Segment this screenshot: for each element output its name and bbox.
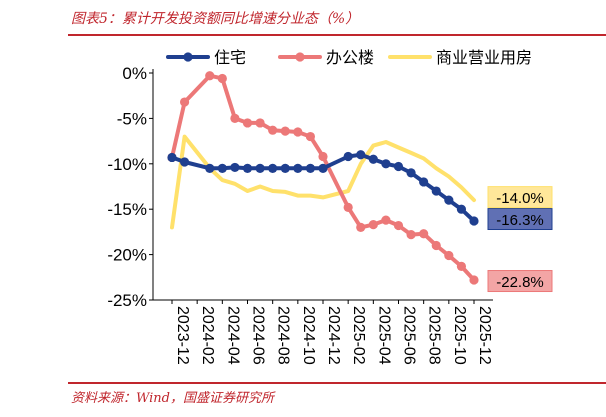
data-point: [255, 118, 265, 128]
end-label-box: [487, 270, 553, 293]
end-label: -22.8%: [496, 274, 544, 291]
title-rule: [68, 34, 606, 36]
data-point: [293, 163, 303, 173]
end-label: -14.0%: [496, 190, 544, 207]
legend-label: 办公楼: [326, 48, 374, 67]
data-point: [406, 230, 416, 240]
data-point: [368, 220, 378, 230]
data-point: [217, 73, 227, 84]
data-point: [456, 261, 467, 272]
source-rule: [68, 382, 606, 384]
data-point: [305, 131, 316, 142]
x-tick-label: 2024-12: [325, 306, 342, 365]
data-point: [381, 215, 391, 225]
data-point: [268, 125, 278, 135]
data-point: [242, 118, 253, 128]
data-point: [419, 177, 429, 187]
legend-label: 商业营业用房: [436, 48, 532, 67]
y-tick-label: -20%: [107, 246, 147, 265]
data-point: [406, 168, 416, 178]
y-tick-label: -25%: [107, 291, 147, 310]
x-tick-label: 2024-10: [300, 306, 317, 365]
x-tick-label: 2023-12: [174, 306, 191, 365]
legend-label: 住宅: [214, 48, 246, 67]
x-tick-label: 2025-02: [350, 306, 367, 365]
x-tick-label: 2024-04: [224, 306, 241, 365]
data-point: [469, 216, 479, 226]
series-line-2: [170, 134, 476, 230]
source-note: 资料来源：Wind，国盛证券研究所: [71, 391, 274, 406]
legend-marker: [295, 52, 305, 62]
data-point: [469, 275, 479, 285]
data-point: [179, 97, 190, 107]
data-point: [444, 195, 454, 205]
data-point: [393, 220, 404, 231]
end-label-box: [487, 208, 553, 231]
series-lines: [167, 71, 479, 285]
end-label: -16.3%: [496, 212, 544, 229]
data-point: [381, 159, 391, 169]
data-point: [343, 202, 353, 212]
legend-marker: [183, 52, 193, 62]
data-point: [393, 161, 404, 172]
x-tick-label: 2024-06: [250, 306, 267, 365]
data-point: [431, 186, 441, 196]
data-point: [431, 240, 441, 251]
data-point: [205, 163, 215, 173]
chart-title: 图表5：累计开发投资额同比增速分业态（%）: [71, 11, 360, 27]
data-point: [268, 163, 278, 173]
data-point: [356, 222, 366, 232]
data-point: [230, 162, 240, 173]
data-point: [444, 250, 454, 261]
data-point: [356, 150, 366, 160]
data-point: [318, 151, 328, 162]
data-point: [217, 163, 227, 173]
x-tick-label: 2024-02: [199, 306, 216, 365]
end-labels: -16.3% -22.8% -14.0%: [487, 186, 553, 293]
data-point: [167, 152, 177, 163]
y-tick-label: -10%: [107, 155, 147, 174]
x-tick-label: 2025-06: [401, 306, 418, 365]
data-point: [280, 126, 290, 136]
y-tick-label: -15%: [107, 200, 147, 219]
data-point: [293, 127, 303, 137]
data-point: [318, 163, 328, 173]
data-point: [368, 154, 378, 164]
data-point: [280, 163, 290, 173]
data-point: [230, 113, 240, 123]
data-point: [242, 163, 253, 173]
data-point: [179, 157, 190, 167]
x-tick-label: 2025-04: [375, 306, 392, 365]
x-tick-label: 2024-08: [275, 306, 292, 365]
y-tick-label: -5%: [117, 109, 147, 128]
x-tick-label: 2025-10: [451, 306, 468, 365]
data-point: [456, 204, 467, 214]
data-point: [255, 163, 265, 173]
legend: 住宅 办公楼 商业营业用房: [166, 48, 532, 67]
data-point: [343, 151, 353, 162]
x-tick-label: 2025-12: [476, 306, 493, 365]
y-tick-label: 0%: [122, 64, 147, 83]
data-point: [305, 163, 316, 173]
data-point: [205, 71, 215, 81]
end-label-box: [487, 186, 553, 209]
axes: 0% -5% -10% -15% -20% -25% 2023-12 2024-02 2024-…: [107, 64, 493, 365]
data-point: [419, 229, 429, 239]
x-tick-label: 2025-08: [426, 306, 443, 365]
